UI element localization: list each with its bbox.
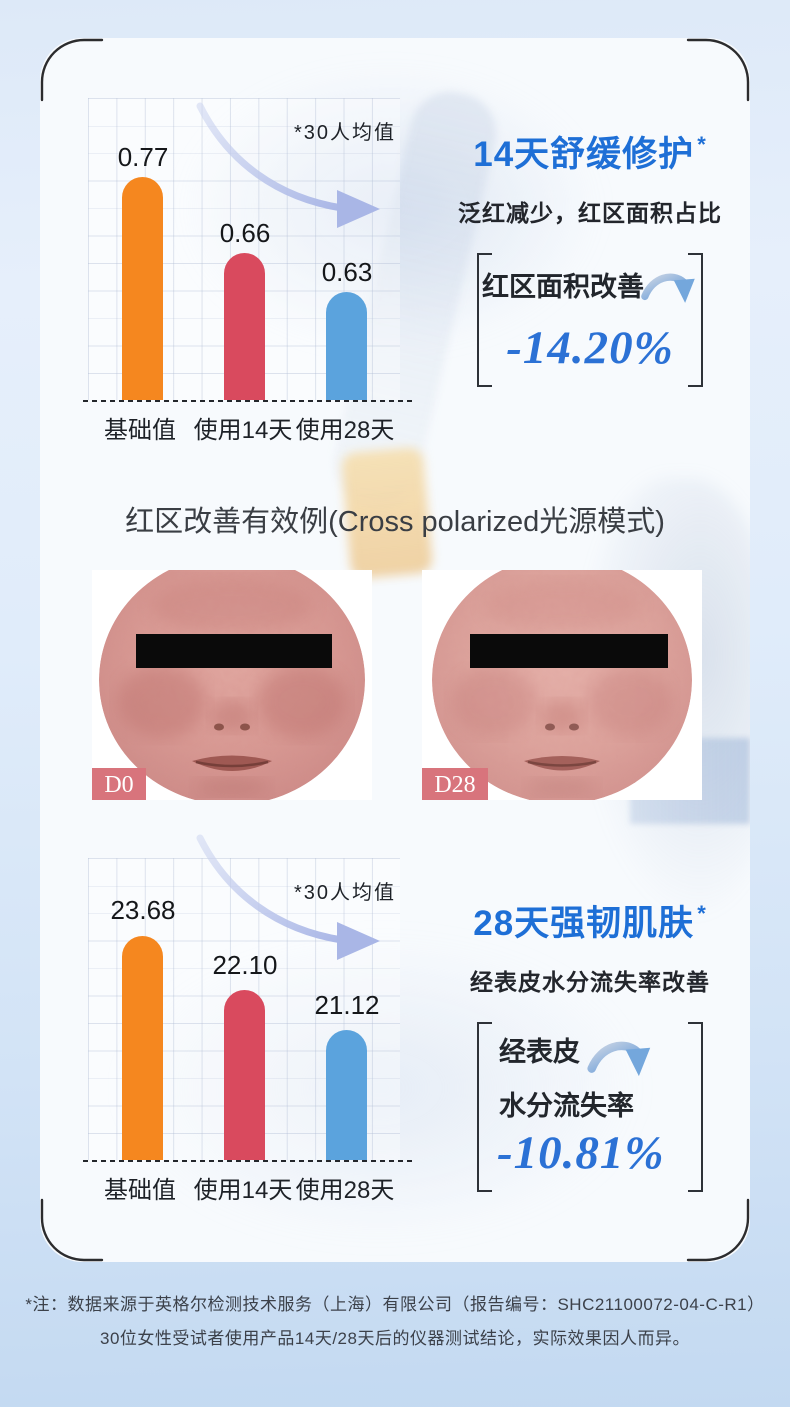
stat-label: 水分流失率 <box>499 1091 634 1121</box>
bar-value-label: 22.10 <box>212 950 278 980</box>
photo-day-badge: D28 <box>422 768 488 800</box>
stat-box: 经表皮 水分流失率 -10.81% <box>477 1022 703 1192</box>
bracket-right-decoration <box>688 1022 703 1192</box>
eye-censor-bar <box>470 634 668 668</box>
chart-category-axis: 基础值 使用14天 使用28天 <box>88 410 400 444</box>
down-arrow-icon <box>641 273 695 303</box>
bar-day14-value <box>224 990 265 1160</box>
category-label: 使用28天 <box>295 1177 395 1204</box>
category-label: 使用28天 <box>295 417 395 444</box>
panel-title: 28天强韧肌肤 * <box>430 895 750 946</box>
down-arrow-icon <box>587 1041 651 1077</box>
chart-annotation: *30人均值 <box>293 882 396 904</box>
result-panel-28day: 28天强韧肌肤 * 经表皮水分流失率改善 经表皮 <box>430 895 750 1192</box>
panel-title-text: 28天强韧肌肤 <box>473 904 695 943</box>
eye-censor-bar <box>136 634 332 668</box>
stat-label: 经表皮 <box>499 1037 580 1067</box>
bracket-left-decoration <box>477 1022 492 1192</box>
category-label: 使用14天 <box>193 417 293 444</box>
footnote-line-1: *注：数据来源于英格尔检测技术服务（上海）有限公司（报告编号：SHC211000… <box>25 1295 765 1314</box>
content-card: *30人均值 0.77 0.66 0.63 基础值 使用14天 使用28天 14… <box>40 38 750 1262</box>
bar-value-label: 21.12 <box>314 990 380 1020</box>
asterisk-mark: * <box>697 132 707 157</box>
clinical-photo-d0: D0 <box>92 570 372 800</box>
asterisk-mark: * <box>697 901 707 926</box>
category-label: 使用14天 <box>193 1177 293 1204</box>
chart-category-axis: 基础值 使用14天 使用28天 <box>88 1170 400 1204</box>
stat-value: -10.81% <box>497 1127 665 1179</box>
bar-day28-value <box>326 1030 367 1160</box>
bar-baseline-value <box>122 936 163 1160</box>
category-label: 基础值 <box>104 417 176 444</box>
bar-baseline-value <box>122 177 163 400</box>
bar-value-label: 23.68 <box>110 895 176 925</box>
chart-grid: *30人均值 23.68 22.10 21.12 <box>83 834 412 1162</box>
bar-value-label: 0.77 <box>117 142 169 172</box>
trend-down-arrow-icon <box>196 834 380 960</box>
clinical-photo-d28: D28 <box>422 570 702 800</box>
category-label: 基础值 <box>104 1177 176 1204</box>
disclaimer-footnote: *注：数据来源于英格尔检测技术服务（上海）有限公司（报告编号：SHC211000… <box>0 1288 790 1356</box>
stat-label-row: 经表皮 <box>477 1034 703 1088</box>
bracket-right-decoration <box>688 253 703 387</box>
photo-day-badge: D0 <box>92 768 146 800</box>
panel-subtitle: 经表皮水分流失率改善 <box>470 969 710 995</box>
chart-tewl: *30人均值 23.68 22.10 21.12 基础值 使用14天 使用28天 <box>83 834 412 1205</box>
card-corner-decorations <box>40 38 750 1262</box>
photo-day-label: D0 <box>104 772 133 798</box>
photo-day-label: D28 <box>434 772 475 798</box>
footnote-line-2: 30位女性受试者使用产品14天/28天后的仪器测试结论，实际效果因人而异。 <box>100 1329 690 1348</box>
